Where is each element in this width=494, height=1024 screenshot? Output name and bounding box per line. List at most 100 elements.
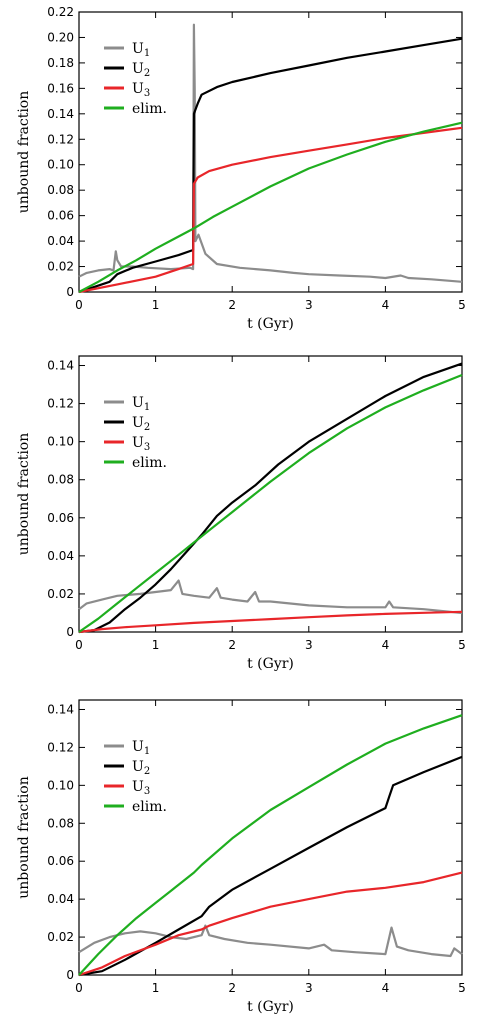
legend-label: U2	[132, 415, 150, 433]
chart-panel-3: 0 0.02 0.04 0.06 0.08 0.10 0.12 0.14 0 1 2 3 4 5 t (Gy…	[16, 699, 466, 1015]
x-tick-label: 4	[382, 638, 390, 652]
y-axis-title: unbound fraction	[16, 433, 32, 555]
legend-label-name: elim.	[132, 101, 167, 117]
legend-label-name: elim.	[132, 799, 167, 815]
x-tick-label: 5	[458, 981, 466, 995]
plot-frame	[78, 11, 463, 293]
y-tick-label: 0.20	[47, 30, 74, 44]
y-tick-label: 0.10	[47, 158, 74, 172]
legend-label-subscript: 1	[144, 402, 150, 413]
series-line-u2	[78, 362, 463, 634]
legend-label-name: U	[132, 415, 144, 431]
x-tick-label: 2	[228, 298, 236, 312]
y-axis-title: unbound fraction	[16, 776, 32, 898]
legend-label-name: U	[132, 395, 144, 411]
series-line-u3	[78, 126, 463, 294]
x-tick-label: 4	[382, 298, 390, 312]
y-tick-label: 0	[66, 968, 74, 982]
series-line-u3	[78, 871, 463, 977]
chart-panel-1: 0 0.02 0.04 0.06 0.08 0.10 0.12 0.14 0.16 0.18 0.2…	[16, 5, 466, 332]
legend-label: U1	[132, 395, 150, 413]
y-axis-title: unbound fraction	[16, 91, 32, 213]
y-tick-label: 0.12	[47, 397, 74, 411]
legend-label: U3	[132, 435, 150, 453]
legend-label: elim.	[132, 101, 167, 117]
legend-label: U2	[132, 759, 150, 777]
series-line-u1	[78, 579, 463, 615]
x-tick-label: 2	[228, 638, 236, 652]
plot-frame	[78, 699, 463, 976]
legend-label: U3	[132, 81, 150, 99]
y-tick-label: 0.12	[47, 132, 74, 146]
legend-label: elim.	[132, 455, 167, 471]
chart-panel-2: 0 0.02 0.04 0.06 0.08 0.10 0.12 0.14 0 1 2 3 4 5 t (Gy…	[16, 355, 466, 672]
y-tick-label: 0.18	[47, 56, 74, 70]
x-tick-label: 1	[152, 298, 160, 312]
legend-label-name: U	[132, 81, 144, 97]
legend-label-subscript: 2	[144, 422, 150, 433]
legend-label-name: U	[132, 779, 144, 795]
y-tick-label: 0.02	[47, 930, 74, 944]
series-line-u1	[78, 23, 463, 283]
legend-label-name: U	[132, 759, 144, 775]
y-tick-label: 0.04	[47, 892, 74, 906]
legend-label-subscript: 3	[144, 88, 150, 99]
y-tick-label: 0	[66, 625, 74, 639]
legend-label: elim.	[132, 799, 167, 815]
y-tick-label: 0.02	[47, 587, 74, 601]
legend-label-subscript: 1	[144, 746, 150, 757]
legend-label-subscript: 2	[144, 68, 150, 79]
x-tick-label: 0	[75, 298, 83, 312]
series-line-u3	[78, 610, 463, 634]
series-line-u1	[78, 924, 463, 958]
x-tick-label: 1	[152, 638, 160, 652]
x-axis-title: t (Gyr)	[247, 656, 294, 672]
legend-label: U3	[132, 779, 150, 797]
series-line-elim	[78, 373, 463, 633]
y-tick-label: 0.14	[47, 702, 74, 716]
legend-label-name: U	[132, 739, 144, 755]
y-tick-label: 0.04	[47, 234, 74, 248]
x-tick-label: 3	[305, 981, 313, 995]
y-tick-label: 0.06	[47, 209, 74, 223]
legend-label: U1	[132, 739, 150, 757]
legend-label-name: U	[132, 61, 144, 77]
y-tick-label: 0.10	[47, 435, 74, 449]
x-tick-label: 4	[382, 981, 390, 995]
series-line-u2	[78, 37, 463, 294]
y-tick-label: 0.22	[47, 5, 74, 19]
legend-label-name: U	[132, 435, 144, 451]
x-tick-label: 5	[458, 298, 466, 312]
series-line-elim	[78, 121, 463, 293]
y-tick-label: 0.10	[47, 778, 74, 792]
y-tick-label: 0.12	[47, 740, 74, 754]
x-axis-title: t (Gyr)	[247, 999, 294, 1015]
x-axis-title: t (Gyr)	[247, 316, 294, 332]
x-tick-label: 5	[458, 638, 466, 652]
legend-label-subscript: 1	[144, 48, 150, 59]
series-line-elim	[78, 714, 463, 976]
legend-label-name: elim.	[132, 455, 167, 471]
x-tick-label: 3	[305, 298, 313, 312]
y-tick-label: 0.08	[47, 183, 74, 197]
x-tick-label: 3	[305, 638, 313, 652]
legend-label-subscript: 2	[144, 766, 150, 777]
y-tick-label: 0.06	[47, 511, 74, 525]
legend-label: U1	[132, 41, 150, 59]
legend-label-name: U	[132, 41, 144, 57]
y-tick-label: 0.08	[47, 473, 74, 487]
x-tick-label: 0	[75, 638, 83, 652]
y-tick-label: 0.02	[47, 260, 74, 274]
y-tick-label: 0	[66, 285, 74, 299]
y-tick-label: 0.16	[47, 81, 74, 95]
y-tick-label: 0.14	[47, 107, 74, 121]
y-tick-label: 0.04	[47, 549, 74, 563]
legend-label: U2	[132, 61, 150, 79]
x-tick-label: 0	[75, 981, 83, 995]
y-tick-label: 0.06	[47, 854, 74, 868]
legend-label-subscript: 3	[144, 442, 150, 453]
x-tick-label: 2	[228, 981, 236, 995]
x-tick-label: 1	[152, 981, 160, 995]
y-tick-label: 0.08	[47, 816, 74, 830]
